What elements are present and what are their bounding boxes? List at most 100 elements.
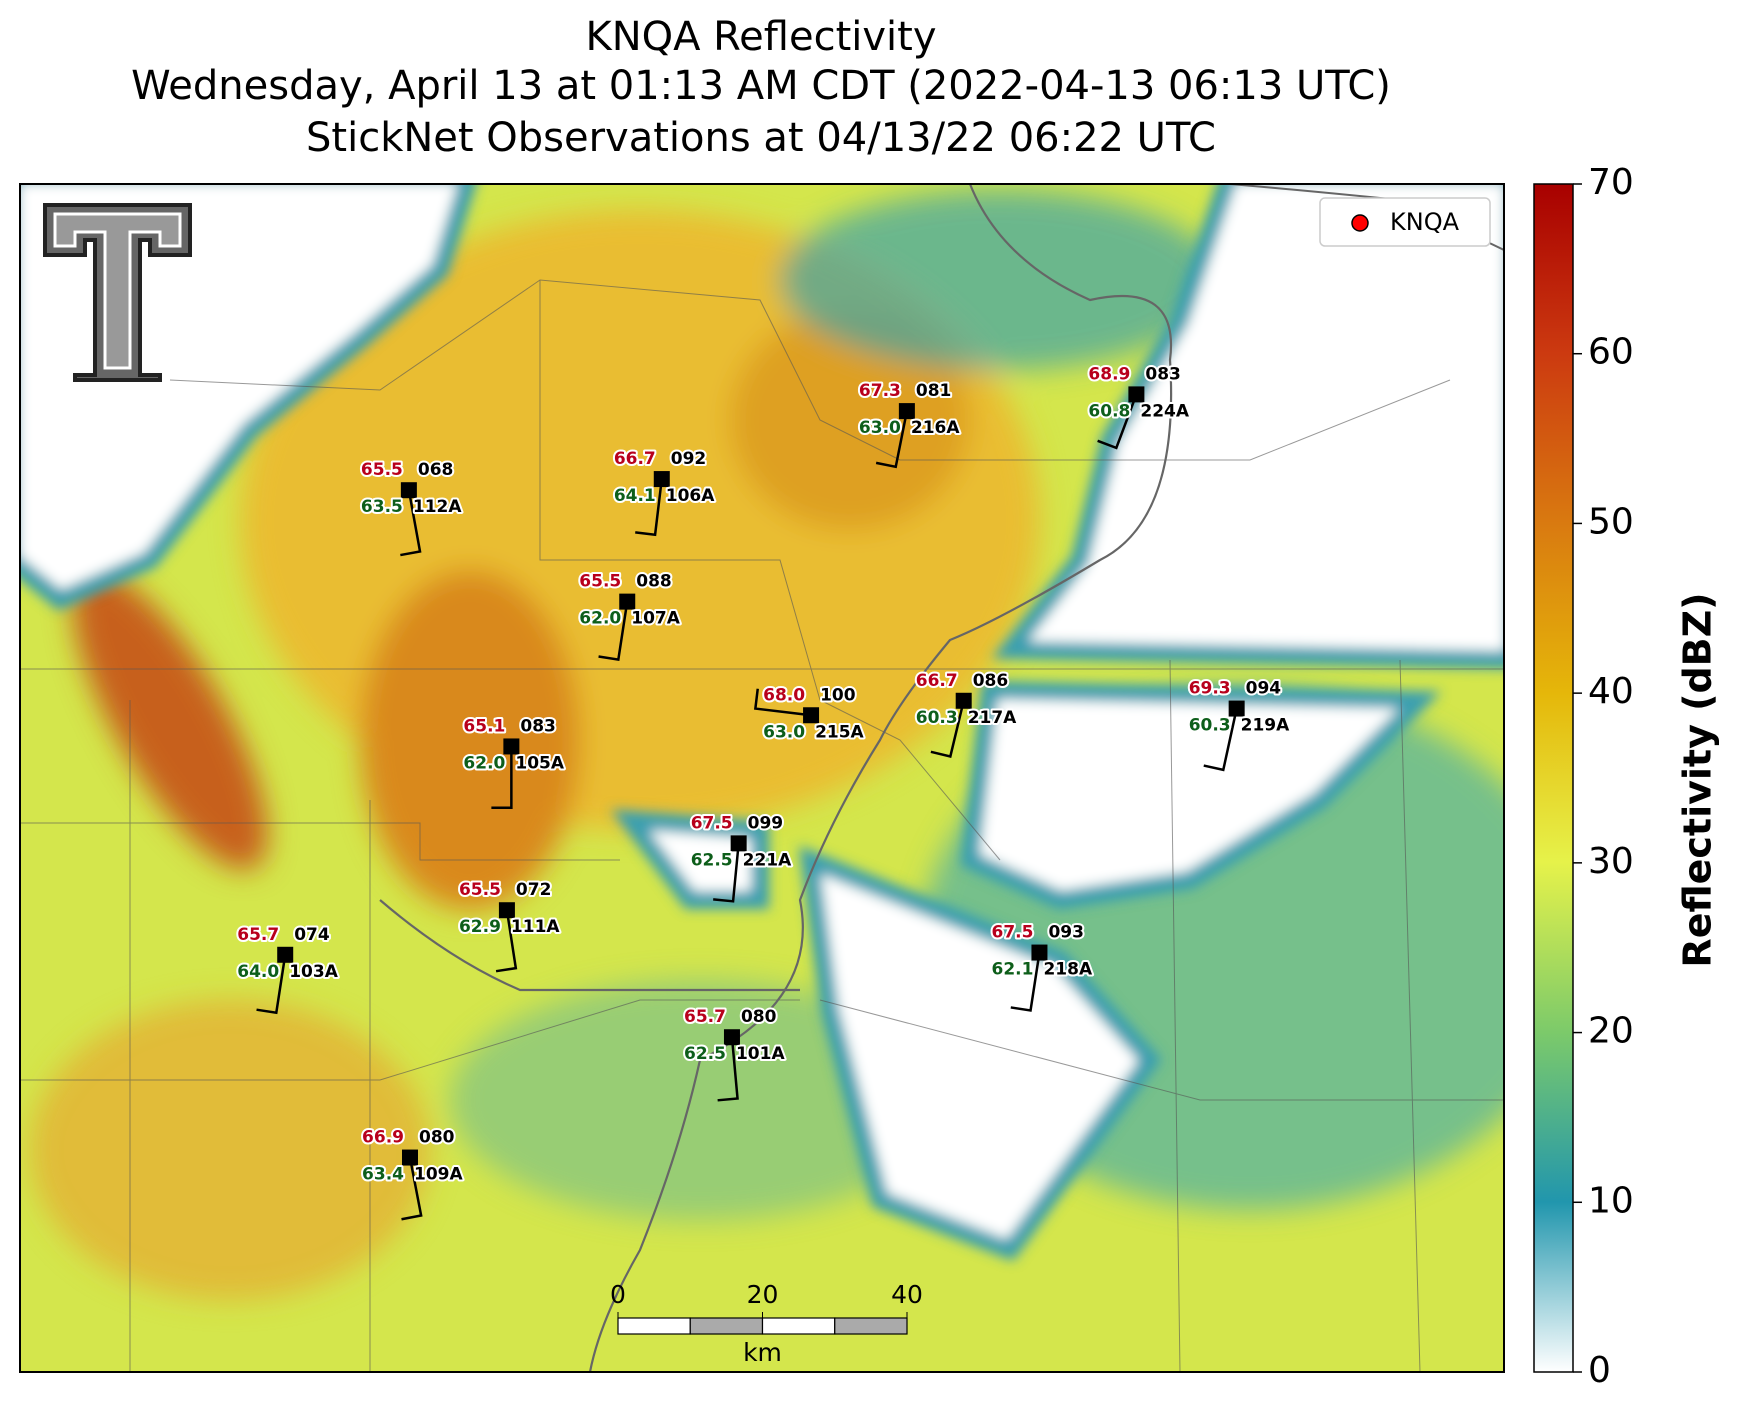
radar-map: [20, 184, 1504, 1372]
station-value: 074: [294, 925, 330, 945]
dewpoint: 62.9: [459, 917, 501, 937]
dewpoint: 63.0: [859, 418, 901, 438]
station-marker: [498, 902, 515, 919]
station-marker: [730, 835, 747, 852]
temperature: 68.9: [1088, 364, 1130, 384]
station-value: 068: [418, 460, 454, 480]
station-marker: [1031, 944, 1048, 961]
wind-barb: [1010, 952, 1041, 1012]
scale-segment: [761, 1317, 836, 1335]
station-value: 072: [516, 880, 552, 900]
temperature: 68.0: [763, 685, 805, 705]
title-line: StickNet Observations at 04/13/22 06:22 …: [306, 115, 1216, 161]
temperature: 65.5: [361, 460, 403, 480]
station-marker: [723, 1029, 740, 1046]
station-plots: 65.5 068 63.5 112A 66.7 092 64.1 106A 67.3 081 63.…: [235, 362, 1292, 1221]
temperature: 66.7: [614, 449, 656, 469]
colorbar-tick-label: 40: [1588, 671, 1634, 712]
station-value: 092: [671, 449, 707, 469]
scale-bar: 0 20 40 km: [610, 1280, 923, 1367]
wind-barb: [717, 1037, 739, 1102]
wind-barb: [753, 688, 812, 717]
wind-barb: [401, 1157, 423, 1221]
dewpoint: 63.5: [361, 497, 403, 517]
station-id: 216A: [911, 418, 960, 438]
station-marker: [619, 593, 636, 610]
dewpoint: 62.5: [684, 1044, 726, 1064]
station-value: 100: [820, 685, 856, 705]
temperature: 67.5: [691, 813, 733, 833]
scale-unit: km: [743, 1338, 782, 1367]
colorbar-tick-label: 50: [1588, 501, 1634, 542]
dewpoint: 60.3: [916, 708, 958, 728]
station-value: 081: [916, 381, 952, 401]
station-id: 103A: [289, 962, 338, 982]
temperature: 65.5: [579, 572, 621, 592]
station-value: 083: [1145, 364, 1181, 384]
station-marker: [803, 707, 820, 724]
station-id: 218A: [1043, 960, 1092, 980]
station-value: 080: [741, 1007, 777, 1027]
map-frame: [19, 183, 1505, 1373]
colorbar-ticks: 0 10 20 30 40 50 60 70: [1573, 162, 1634, 1391]
colorbar-tick-label: 0: [1588, 1350, 1611, 1391]
station-marker: [955, 692, 972, 709]
scale-segment: [617, 1317, 691, 1335]
scale-segment: [689, 1317, 764, 1335]
station-value: 088: [636, 572, 672, 592]
wind-barb: [598, 601, 629, 661]
station-id: 224A: [1140, 401, 1189, 421]
colorbar-tick-label: 70: [1588, 162, 1634, 203]
wind-barb: [875, 410, 909, 469]
legend-label: KNQA: [1390, 208, 1460, 236]
colorbar-tick-label: 30: [1588, 841, 1634, 882]
station-value: 099: [748, 813, 784, 833]
station-id: 101A: [736, 1044, 785, 1064]
dewpoint: 64.1: [614, 486, 656, 506]
station-id: 111A: [511, 917, 560, 937]
wind-barb: [713, 843, 740, 903]
station-id: 107A: [631, 609, 680, 629]
station-value: 094: [1246, 679, 1282, 699]
dewpoint: 64.0: [237, 962, 279, 982]
station-marker: [898, 403, 915, 420]
dewpoint: 62.0: [463, 753, 505, 773]
legend-marker: [1351, 214, 1369, 232]
station-id: 106A: [666, 486, 715, 506]
dewpoint: 63.0: [763, 722, 805, 742]
temperature: 65.1: [463, 716, 505, 736]
station-marker: [401, 1149, 418, 1166]
scale-tick-label: 0: [610, 1280, 626, 1309]
station-marker: [653, 471, 670, 488]
station-value: 083: [520, 716, 556, 736]
dewpoint: 60.8: [1088, 401, 1130, 421]
wind-barb: [635, 478, 664, 537]
dewpoint: 62.5: [691, 850, 733, 870]
colorbar-tick-label: 20: [1588, 1011, 1634, 1052]
dewpoint: 62.0: [579, 609, 621, 629]
scale-tick-label: 40: [891, 1280, 923, 1309]
station-value: 093: [1048, 923, 1084, 943]
wind-barb: [400, 489, 422, 557]
station-value: 086: [973, 671, 1009, 691]
scale-segment: [834, 1317, 908, 1335]
temperature: 67.3: [859, 381, 901, 401]
station-id: 221A: [743, 850, 792, 870]
colorbar-tick-label: 60: [1588, 332, 1634, 373]
scale-tick-label: 20: [747, 1280, 779, 1309]
temperature: 65.5: [459, 880, 501, 900]
dewpoint: 60.3: [1189, 716, 1231, 736]
station-id: 219A: [1241, 716, 1290, 736]
station-marker: [1228, 700, 1245, 717]
wind-barb: [495, 910, 518, 973]
station-value: 080: [419, 1128, 455, 1148]
station-marker: [400, 482, 417, 499]
wind-barb: [491, 746, 513, 809]
dewpoint: 63.4: [362, 1165, 404, 1185]
title-line: Wednesday, April 13 at 01:13 AM CDT (202…: [131, 63, 1391, 109]
station-id: 217A: [968, 708, 1017, 728]
temperature: 69.3: [1189, 679, 1231, 699]
temperature: 66.7: [916, 671, 958, 691]
wind-barb: [1203, 708, 1238, 772]
